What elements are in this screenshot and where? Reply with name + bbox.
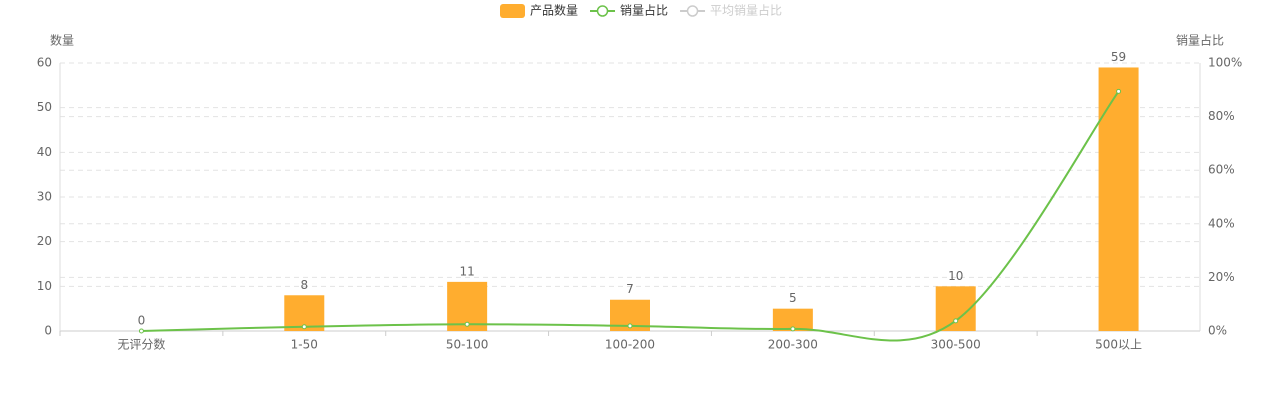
line-point	[953, 318, 959, 324]
y2-tick-label: 100%	[1208, 56, 1242, 70]
data-label: 10	[948, 269, 963, 283]
y-tick-label: 40	[37, 145, 52, 159]
data-label: 7	[626, 282, 634, 296]
line-point	[627, 323, 633, 329]
x-tick-label: 300-500	[931, 338, 981, 352]
x-tick-label: 50-100	[446, 338, 489, 352]
y-tick-label: 60	[37, 56, 52, 70]
x-tick-label: 无评分数	[117, 337, 165, 352]
y2-tick-label: 20%	[1208, 270, 1235, 284]
legend-label[interactable]: 平均销量占比	[710, 3, 782, 18]
data-label: 5	[789, 291, 797, 305]
y-tick-label: 20	[37, 234, 52, 248]
x-tick-label: 500以上	[1095, 338, 1142, 352]
data-label: 8	[300, 278, 308, 292]
y-tick-label: 0	[44, 324, 52, 338]
y2-axis-label: 销量占比	[1176, 33, 1224, 48]
y2-tick-label: 80%	[1208, 109, 1235, 123]
y2-tick-label: 60%	[1208, 163, 1235, 177]
y-tick-label: 30	[37, 190, 52, 204]
y-axis-label: 数量	[50, 33, 74, 48]
line-point	[301, 324, 307, 330]
legend-label[interactable]: 产品数量	[530, 3, 578, 18]
x-tick-label: 1-50	[291, 338, 318, 352]
x-tick-label: 100-200	[605, 338, 655, 352]
x-tick-label: 200-300	[768, 338, 818, 352]
data-label: 0	[138, 314, 146, 328]
legend-swatch[interactable]	[686, 5, 699, 17]
line-point	[790, 326, 796, 332]
line-point	[464, 321, 470, 327]
line-point	[1116, 88, 1122, 94]
legend-swatch[interactable]	[500, 4, 525, 18]
bar	[772, 308, 813, 331]
line-point	[138, 328, 144, 334]
y2-tick-label: 40%	[1208, 216, 1235, 230]
bar	[1098, 67, 1139, 331]
y2-tick-label: 0%	[1208, 324, 1227, 338]
data-label: 11	[460, 264, 475, 278]
legend-swatch[interactable]	[596, 5, 609, 17]
y-tick-label: 10	[37, 279, 52, 293]
y-tick-label: 50	[37, 100, 52, 114]
data-label: 59	[1111, 50, 1126, 64]
legend-label[interactable]: 销量占比	[620, 3, 668, 18]
